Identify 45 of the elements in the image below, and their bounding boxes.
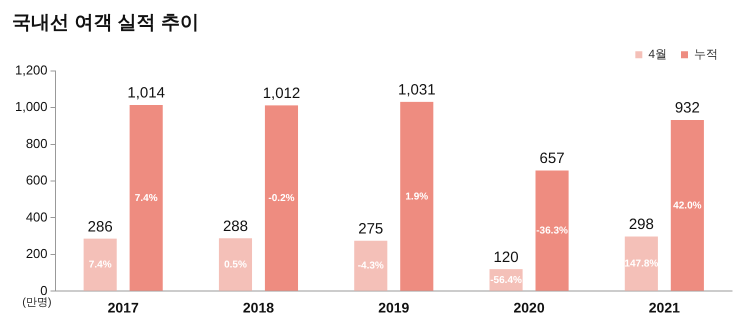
y-tick-label: 400 — [26, 209, 48, 224]
annotation: 1.9% — [405, 191, 428, 202]
bar — [130, 104, 163, 291]
y-tick-label: 1,200 — [14, 62, 48, 78]
bar — [354, 240, 388, 291]
annotation: 42.0% — [673, 200, 702, 212]
data-label: 286 — [88, 218, 113, 236]
data-label: 288 — [222, 218, 248, 235]
data-label: 1,014 — [127, 84, 165, 102]
annotation: -0.2% — [268, 193, 295, 204]
x-tick-label: 2017 — [108, 299, 139, 316]
x-tick-label: 2019 — [378, 299, 410, 316]
annotation: 7.4% — [134, 192, 158, 204]
annotation: -4.3% — [358, 260, 384, 272]
y-tick-label: 600 — [26, 172, 48, 188]
x-tick-label: 2020 — [513, 299, 545, 316]
data-label: 932 — [674, 100, 700, 117]
annotation: 0.5% — [224, 260, 247, 270]
legend-label: 4월 — [648, 47, 668, 62]
data-label: 657 — [540, 150, 565, 168]
data-label: 298 — [628, 216, 654, 234]
annotation: 147.8% — [624, 258, 658, 270]
annotation: -36.3% — [536, 226, 568, 237]
bar — [218, 238, 252, 291]
bar — [670, 120, 704, 291]
bar — [400, 102, 434, 291]
y-tick-label: 1,000 — [14, 99, 48, 114]
data-label: 120 — [494, 248, 519, 266]
data-label: 275 — [358, 220, 384, 238]
y-axis-title: (만명) — [22, 296, 52, 309]
bar — [624, 236, 658, 291]
data-label: 1,031 — [398, 81, 436, 98]
x-tick-label: 2018 — [242, 299, 274, 316]
bar — [84, 238, 117, 291]
y-tick-label: 200 — [26, 246, 48, 262]
y-tick-label: 0 — [40, 282, 48, 298]
chart-title: 국내선 여객 실적 추이 — [12, 12, 199, 34]
bar — [536, 170, 569, 291]
legend-label: 누적 — [694, 47, 718, 62]
annotation: 7.4% — [88, 260, 112, 271]
x-tick-label: 2021 — [648, 299, 680, 316]
data-label: 1,012 — [262, 84, 300, 102]
bar — [264, 105, 298, 291]
y-tick-label: 800 — [26, 136, 48, 151]
annotation: -56.4% — [490, 274, 522, 286]
